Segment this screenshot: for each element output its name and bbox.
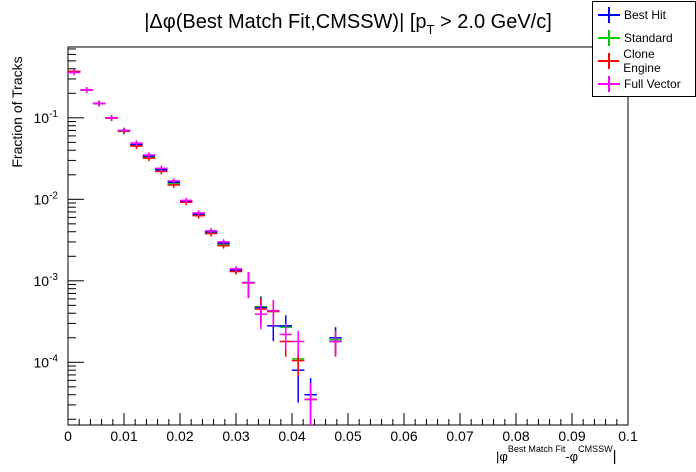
legend-label: Standard [624, 31, 673, 45]
x-tick-label: 0.03 [222, 428, 249, 444]
y-tick-label: 10-3 [34, 272, 59, 289]
x-tick-label: 0.07 [446, 428, 473, 444]
legend-label: Clone Engine [623, 47, 661, 75]
legend-label: Best Hit [624, 8, 667, 22]
legend-marker-icon [598, 30, 620, 46]
plot-frame [67, 46, 629, 426]
x-tick-label: 0.04 [278, 428, 305, 444]
x-tick-label: 0.06 [390, 428, 417, 444]
x-tick-label: 0.05 [334, 428, 361, 444]
legend-item: Best Hit [593, 4, 693, 26]
legend: Best Hit Standard Clone Engine Full Vector [592, 1, 696, 97]
y-tick-label: 10-4 [34, 353, 59, 370]
legend-marker-icon [598, 53, 620, 69]
legend-item: Standard [593, 27, 693, 49]
x-tick-label: 0.1 [618, 428, 638, 444]
x-tick-label: 0.02 [166, 428, 193, 444]
y-axis-label: Fraction of Tracks [9, 56, 25, 167]
x-axis-label: |φBest Match Fit-φCMSSW| [496, 444, 617, 465]
y-tick-label: 10-2 [34, 190, 59, 207]
x-tick-label: 0.09 [558, 428, 585, 444]
legend-item: Clone Engine [593, 47, 693, 75]
legend-label: Full Vector [624, 77, 681, 91]
x-tick-label: 0.08 [502, 428, 529, 444]
x-tick-label: 0 [64, 428, 72, 444]
legend-marker-icon [598, 76, 620, 92]
chart-title: |Δφ(Best Match Fit,CMSSW)| [pT > 2.0 GeV… [144, 11, 552, 37]
x-tick-label: 0.01 [110, 428, 137, 444]
legend-item: Full Vector [593, 73, 693, 95]
legend-marker-icon [598, 7, 620, 23]
y-tick-label: 10-1 [34, 109, 59, 126]
